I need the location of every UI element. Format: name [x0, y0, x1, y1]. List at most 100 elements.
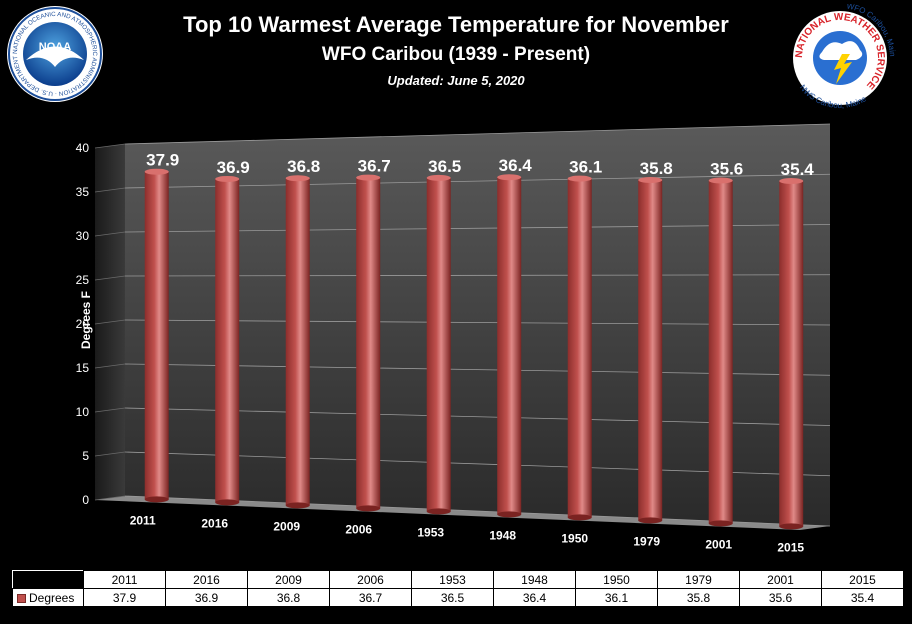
table-header-cell: 2009	[247, 570, 330, 589]
gridline-side	[94, 275, 126, 281]
gridline-side	[94, 319, 126, 325]
bar	[638, 179, 663, 521]
data-label: 35.4	[781, 160, 815, 179]
x-tick-label: 2011	[130, 513, 156, 527]
table-cell: 36.9	[165, 588, 248, 607]
gridline-side	[94, 231, 126, 237]
data-label: 36.9	[217, 158, 250, 177]
updated-date: Updated: June 5, 2020	[387, 73, 525, 88]
table-header-cell: 2015	[821, 570, 904, 589]
y-tick-label: 25	[76, 273, 90, 287]
y-tick-label: 15	[76, 361, 90, 375]
bar-top	[144, 168, 169, 175]
table-header-cell: 2016	[165, 570, 248, 589]
table-row: Degrees 37.9 36.9 36.8 36.7 36.5 36.4 36…	[12, 588, 904, 607]
bar	[497, 177, 522, 515]
table-cell: 36.4	[493, 588, 576, 607]
x-tick-label: 1953	[417, 525, 444, 539]
x-tick-label: 1948	[489, 528, 516, 542]
bar-top	[426, 174, 451, 181]
nws-logo: WFO Caribou, Maine NWS Caribou, Maine NA…	[784, 4, 896, 110]
chart-subtitle: WFO Caribou (1939 - Present)	[321, 44, 591, 65]
table-header-cell: 2011	[83, 570, 166, 589]
x-tick-label: 2009	[273, 519, 300, 533]
y-tick-label: 20	[76, 317, 90, 331]
table-cell: 36.5	[411, 588, 494, 607]
bar-top	[215, 175, 240, 182]
data-label: 36.1	[569, 158, 602, 177]
lightning-icon	[834, 54, 852, 84]
y-tick-label: 5	[82, 449, 89, 463]
legend-key-icon	[17, 593, 26, 603]
bar-top	[638, 176, 663, 183]
y-tick-label: 0	[82, 493, 89, 507]
noaa-logo: NATIONAL OCEANIC AND ATMOSPHERIC ADMINIS…	[6, 5, 103, 102]
table-header-cell: 1953	[411, 570, 494, 589]
bar-base	[215, 499, 240, 506]
bar-base	[779, 523, 804, 530]
bar-base	[708, 520, 733, 527]
bar-base	[497, 511, 522, 518]
gridline-side	[94, 363, 126, 369]
y-tick-label: 35	[76, 185, 90, 199]
table-header-cell: 1979	[657, 570, 740, 589]
x-tick-label: 2006	[345, 522, 372, 536]
data-label: 36.5	[428, 157, 461, 176]
bar-base	[567, 514, 592, 521]
bar	[426, 177, 451, 512]
x-tick-label: 2015	[777, 540, 804, 554]
bar-base	[356, 505, 381, 512]
bar-base	[144, 496, 169, 503]
bar-top	[285, 175, 310, 182]
bar	[144, 171, 169, 500]
data-label: 36.7	[358, 157, 391, 176]
table-header-cell: 2001	[739, 570, 822, 589]
chart-area: 0 5 10 15 20 25 30 35 40 Degrees F 37.9 2011 36.9 201…	[76, 123, 831, 554]
table-cell: 36.1	[575, 588, 658, 607]
table-series-label: Degrees	[12, 588, 84, 607]
table-cell: 35.8	[657, 588, 740, 607]
table-cell: 35.6	[739, 588, 822, 607]
table-cell: 37.9	[83, 588, 166, 607]
table-cell: 36.8	[247, 588, 330, 607]
table-cell: 35.4	[821, 588, 904, 607]
x-tick-label: 2016	[201, 516, 228, 530]
gridline-side	[94, 495, 126, 501]
x-tick-label: 1979	[633, 534, 660, 548]
y-tick-label: 40	[76, 141, 90, 155]
gridline-side	[94, 187, 126, 193]
data-table: 2011 2016 2009 2006 1953 1948 1950 1979 …	[12, 570, 904, 607]
bar-base	[638, 517, 663, 524]
bar-base	[426, 508, 451, 515]
gridline-side	[94, 451, 126, 457]
data-label: 36.8	[287, 157, 320, 176]
bar-top	[779, 178, 804, 185]
table-cell: 36.7	[329, 588, 412, 607]
bar	[708, 180, 733, 524]
table-header-cell: 1950	[575, 570, 658, 589]
bar-base	[285, 502, 310, 509]
gridline	[124, 173, 831, 189]
bar-top	[708, 177, 733, 184]
x-tick-label: 2001	[705, 537, 732, 551]
gridline	[124, 123, 831, 145]
chart-title: Top 10 Warmest Average Temperature for N…	[183, 12, 729, 37]
noaa-logo-text: NOAA	[39, 41, 71, 53]
bar-top	[567, 175, 592, 182]
table-header-cell: 1948	[493, 570, 576, 589]
y-axis-label: Degrees F	[79, 291, 93, 349]
data-label: 36.4	[499, 156, 533, 175]
bar	[779, 181, 804, 527]
bar-top	[356, 174, 381, 181]
data-label: 35.8	[640, 159, 673, 178]
data-label: 35.6	[710, 159, 743, 178]
x-tick-label: 1950	[561, 531, 588, 545]
bar	[567, 178, 592, 518]
bar	[285, 178, 310, 506]
y-tick-label: 10	[76, 405, 90, 419]
bar-top	[497, 174, 522, 181]
table-header-cell: 2006	[329, 570, 412, 589]
bar	[215, 178, 240, 503]
bar	[356, 177, 381, 509]
y-tick-label: 30	[76, 229, 90, 243]
